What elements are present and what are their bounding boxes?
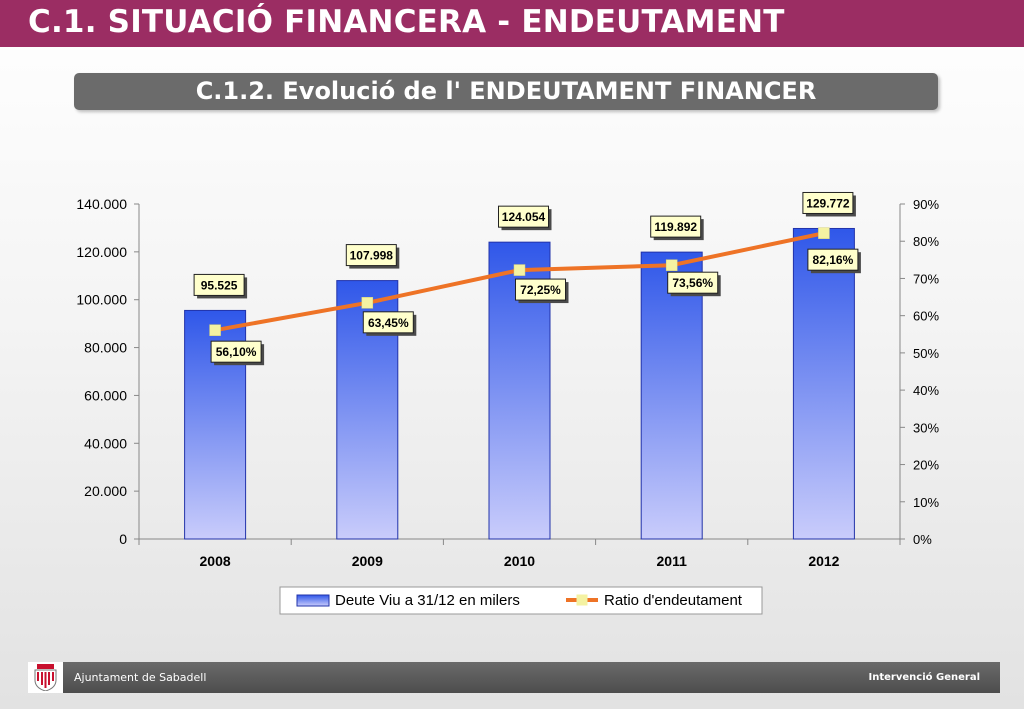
ratio-value-label: 82,16% (813, 253, 854, 267)
left-axis-tick-label: 0 (119, 531, 127, 547)
ratio-value-label: 73,56% (672, 276, 713, 290)
ratio-value-label-box (515, 278, 566, 301)
right-axis-tick-label: 0% (913, 532, 932, 547)
legend-line-label: Ratio d'endeutament (604, 592, 743, 609)
right-axis-tick-label: 90% (913, 197, 939, 212)
x-axis-tick-label: 2009 (352, 553, 383, 569)
legend-bar-label: Deute Viu a 31/12 en milers (335, 592, 520, 609)
bar-value-label-box (802, 191, 854, 214)
line-point (665, 259, 678, 271)
footer-department: Intervenció General (868, 672, 980, 683)
coat-of-arms-icon (28, 662, 63, 693)
bar-value-label: 107.998 (350, 249, 394, 263)
right-axis-tick-label: 80% (913, 234, 939, 249)
ratio-value-label: 63,45% (368, 316, 409, 330)
bar-value-label-box (650, 215, 702, 238)
bar (640, 251, 703, 540)
line-point (209, 324, 221, 336)
legend-bar-swatch (296, 594, 330, 607)
ratio-value-label-box (807, 248, 859, 271)
legend-line-marker (576, 594, 588, 606)
x-axis-tick-label: 2008 (200, 553, 231, 569)
x-axis-tick-label: 2012 (808, 553, 839, 569)
left-axis-tick-label: 40.000 (84, 435, 127, 451)
chart-title: C.1.2. Evolució de l' ENDEUTAMENT FINANC… (195, 77, 817, 105)
bar-value-label: 95.525 (201, 278, 238, 292)
right-axis-tick-label: 40% (913, 383, 939, 398)
bar-value-label: 119.892 (654, 220, 697, 234)
ratio-value-label-box (667, 271, 719, 294)
chart-axes: 0 20.000 40.000 60.000 80.000 100.000 120.000 1… (76, 196, 939, 569)
bar (792, 227, 855, 540)
bar-series (184, 227, 855, 540)
line-series (209, 227, 830, 336)
right-axis-tick-label: 50% (913, 346, 939, 361)
line-point (513, 264, 526, 276)
x-axis-tick-label: 2010 (504, 553, 535, 569)
data-labels: 95.525 107.998 124.054 119.892 129.772 56,10%… (193, 191, 861, 366)
bar-value-label: 129.772 (806, 196, 850, 210)
header-bar: C.1. SITUACIÓ FINANCERA - ENDEUTAMENT (0, 0, 1024, 47)
left-axis-tick-label: 140.000 (76, 196, 127, 212)
legend-box (279, 586, 763, 615)
page-title: C.1. SITUACIÓ FINANCERA - ENDEUTAMENT (28, 4, 785, 40)
bar-value-label-box (498, 205, 549, 228)
bar-value-label-box (193, 273, 245, 296)
right-axis-tick-label: 10% (913, 495, 939, 510)
ratio-value-label-box (362, 311, 414, 334)
subtitle-bar: C.1.2. Evolució de l' ENDEUTAMENT FINANC… (74, 73, 938, 110)
ratio-value-label: 56,10% (216, 345, 257, 359)
bar-value-label: 124.054 (502, 210, 546, 224)
legend: Deute Viu a 31/12 en milers Ratio d'endeu… (279, 586, 763, 615)
footer-bar: Ajuntament de Sabadell Intervenció Gener… (28, 662, 1000, 693)
right-axis-tick-label: 20% (913, 458, 939, 473)
bar-value-label-box (345, 244, 397, 267)
ratio-value-label: 72,25% (520, 283, 561, 297)
left-axis-tick-label: 80.000 (84, 340, 127, 356)
ratio-value-label-box (210, 340, 262, 363)
line-point (361, 297, 374, 309)
left-axis-tick-label: 20.000 (84, 483, 127, 499)
right-axis-tick-label: 70% (913, 271, 939, 286)
right-axis-tick-label: 60% (913, 309, 939, 324)
left-axis-tick-label: 100.000 (76, 292, 127, 308)
x-axis-tick-label: 2011 (657, 553, 688, 569)
left-axis-tick-label: 60.000 (84, 387, 127, 403)
footer-organization: Ajuntament de Sabadell (74, 671, 207, 684)
right-axis-tick-label: 30% (913, 420, 939, 435)
left-axis-tick-label: 120.000 (76, 244, 127, 260)
line-point (818, 227, 830, 239)
